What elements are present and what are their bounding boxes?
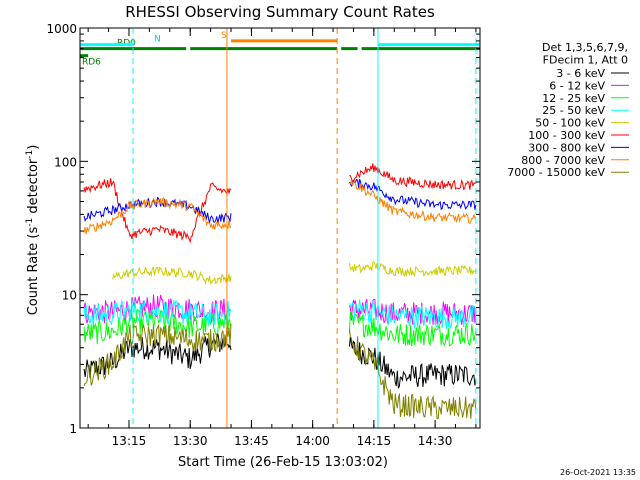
x-tick-label-2: 13:30 [173, 434, 208, 448]
legend-header-line-2: FDecim 1, Att 0 [543, 54, 628, 67]
state-bar-label-n: N [154, 35, 161, 45]
generated-timestamp: 26-Oct-2021 13:35 [560, 468, 636, 477]
series-7-line [83, 178, 477, 223]
x-axis-label: Start Time (26-Feb-15 13:03:02) [178, 455, 388, 470]
series-2-segment-2 [348, 298, 477, 326]
x-tick-label-1: 13:15 [112, 434, 147, 448]
series-6-segment-2 [349, 163, 477, 191]
legend-header-line-1: Det 1,3,5,6,7,9, [542, 41, 628, 54]
x-tick-label-5: 14:15 [357, 434, 392, 448]
y-label-part-1: Count Rate (s [26, 227, 41, 316]
chart-title: RHESSI Observing Summary Count Rates [125, 3, 435, 21]
series-1-line [83, 333, 477, 389]
series-9-segment-2 [348, 328, 477, 420]
state-bar-label-s: S [221, 31, 227, 41]
y-tick-label-2: 10 [62, 289, 77, 303]
legend-entry-4: 25 - 50 keV [542, 104, 605, 117]
y-label-sup-1: -1 [25, 218, 35, 227]
y-axis-label: Count Rate (s-1 detector-1) [25, 145, 41, 316]
x-tick-label-4: 14:00 [295, 434, 330, 448]
series-9-segment-1 [83, 323, 232, 386]
markers [132, 28, 477, 428]
series-7-segment-2 [348, 178, 477, 211]
axes: 13:15 13:30 13:45 14:00 14:15 14:30 1 10 100 1000 [46, 22, 480, 448]
series-1-segment-2 [348, 336, 477, 389]
state-bars: RD0RD6SN [80, 31, 480, 68]
state-bar-label-rd6: RD6 [82, 58, 101, 68]
plot-frame [79, 27, 481, 429]
legend-entry-6: 100 - 300 keV [528, 129, 605, 142]
series-5-segment-1 [112, 266, 232, 285]
series-3-segment-2 [348, 311, 477, 347]
y-tick-label-1: 1 [69, 422, 77, 436]
legend: Det 1,3,5,6,7,9,FDecim 1, Att 03 - 6 keV… [507, 41, 629, 179]
series-6-segment-1 [83, 178, 232, 244]
series-8-line [83, 178, 477, 235]
series-6-line [83, 163, 477, 244]
series-8-segment-2 [349, 178, 477, 224]
y-label-sup-2: -1 [25, 150, 35, 159]
series-7-segment-1 [83, 196, 232, 223]
series-4-segment-1 [83, 299, 232, 327]
y-label-part-2: detector [26, 158, 41, 218]
plot-area [83, 163, 477, 420]
y-tick-label-3: 100 [54, 155, 77, 169]
x-tick-label-6: 14:30 [418, 434, 453, 448]
legend-entry-9: 7000 - 15000 keV [507, 166, 605, 179]
legend-entry-7: 300 - 800 keV [528, 141, 605, 154]
x-tick-label-3: 13:45 [234, 434, 269, 448]
legend-entry-8: 800 - 7000 keV [521, 154, 605, 167]
series-4-segment-2 [348, 299, 477, 329]
legend-entry-1: 3 - 6 keV [556, 67, 605, 80]
y-tick-label-4: 1000 [46, 22, 77, 36]
series-4-line [83, 299, 477, 329]
legend-entry-5: 50 - 100 keV [535, 117, 605, 130]
legend-entry-2: 6 - 12 keV [549, 79, 605, 92]
series-8-segment-1 [83, 196, 232, 235]
legend-entry-3: 12 - 25 keV [542, 92, 605, 105]
series-9-line [83, 323, 477, 420]
y-label-part-3: ) [26, 145, 41, 150]
series-5-segment-2 [348, 261, 477, 278]
series-5-line [112, 261, 477, 285]
